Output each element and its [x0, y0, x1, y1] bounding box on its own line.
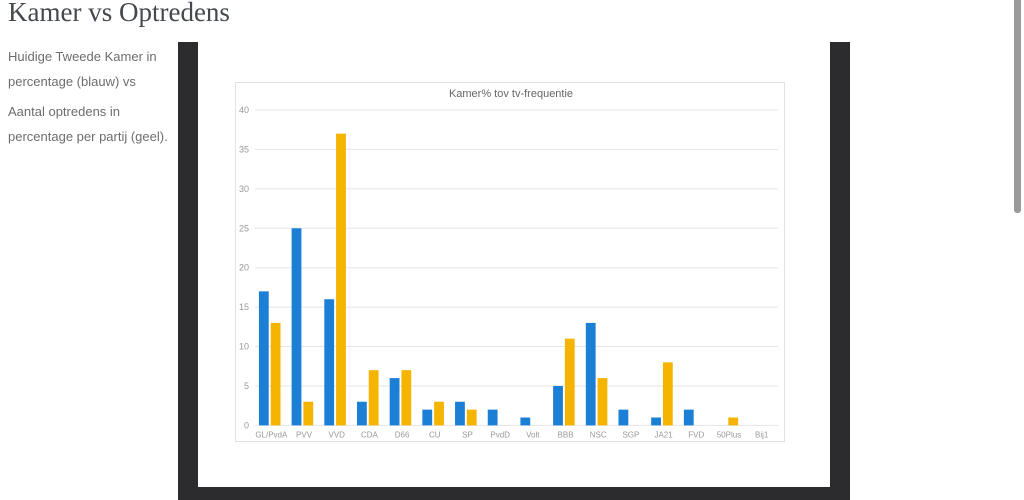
- svg-text:PVV: PVV: [296, 430, 313, 439]
- svg-text:CDA: CDA: [361, 430, 379, 439]
- svg-text:Volt: Volt: [526, 430, 540, 439]
- svg-text:NSC: NSC: [590, 430, 607, 439]
- svg-text:CU: CU: [429, 430, 441, 439]
- svg-text:40: 40: [239, 105, 249, 115]
- svg-text:FVD: FVD: [688, 430, 704, 439]
- svg-text:D66: D66: [395, 430, 410, 439]
- svg-text:30: 30: [239, 184, 249, 194]
- svg-text:BBB: BBB: [558, 430, 574, 439]
- svg-text:20: 20: [239, 263, 249, 273]
- svg-text:15: 15: [239, 302, 249, 312]
- svg-text:10: 10: [239, 342, 249, 352]
- svg-text:SP: SP: [462, 430, 473, 439]
- svg-text:GL/PvdA: GL/PvdA: [255, 430, 288, 439]
- svg-text:50Plus: 50Plus: [717, 430, 741, 439]
- svg-text:JA21: JA21: [654, 430, 673, 439]
- svg-text:VVD: VVD: [328, 430, 345, 439]
- svg-text:5: 5: [244, 381, 249, 391]
- svg-text:35: 35: [239, 144, 249, 154]
- svg-text:SGP: SGP: [622, 430, 639, 439]
- svg-text:PvdD: PvdD: [490, 430, 510, 439]
- svg-text:25: 25: [239, 223, 249, 233]
- svg-text:Bij1: Bij1: [755, 430, 769, 439]
- svg-text:0: 0: [244, 420, 249, 430]
